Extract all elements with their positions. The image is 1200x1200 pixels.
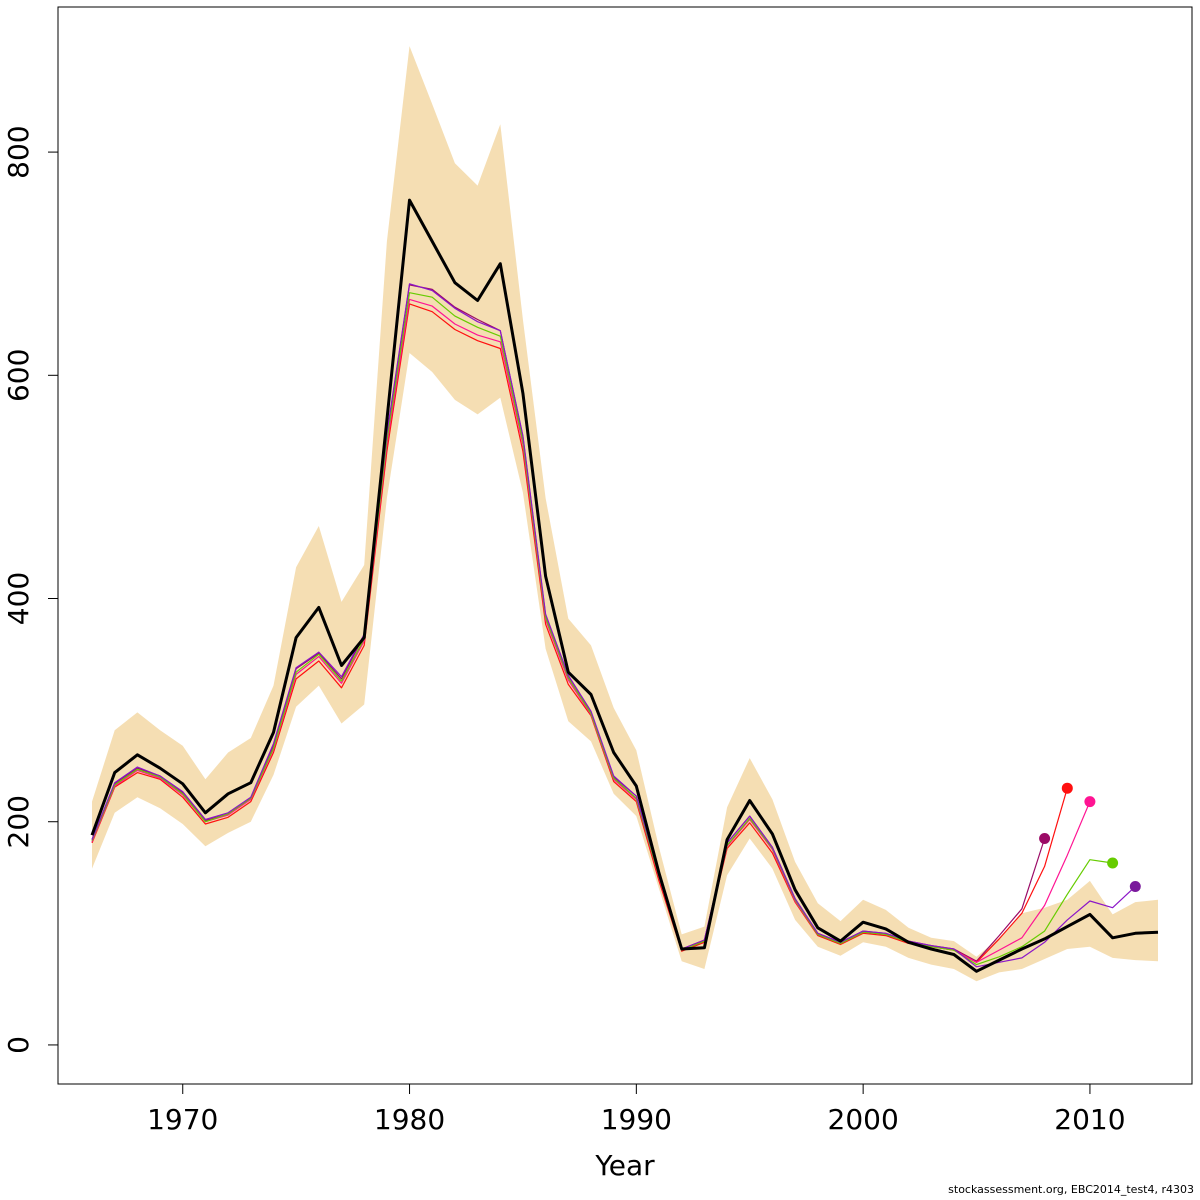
endpoint-marker-2009 — [1061, 782, 1073, 794]
confidence-band-layer — [92, 46, 1158, 982]
axis-layer: 1970 1980 1990 2000 2010 0 200 400 600 800 — [2, 125, 1126, 1136]
endpoint-marker-2012 — [1129, 881, 1141, 892]
series-line-retrospective-0-2012 — [91, 283, 1136, 968]
plot-frame — [57, 6, 1193, 1085]
series-line-base-run — [90, 198, 1159, 973]
endpoint-marker-2008 — [1039, 833, 1051, 844]
y-tick-label-600: 600 — [2, 349, 35, 402]
x-axis-title: Year — [594, 1149, 655, 1182]
y-tick-label-0: 0 — [2, 1036, 35, 1054]
x-tick-label-1990: 1990 — [601, 1103, 672, 1136]
series-line-retrospective-1-2011 — [91, 292, 1113, 966]
x-tick-label-2010: 2010 — [1054, 1103, 1125, 1136]
x-tick-label-2000: 2000 — [828, 1103, 899, 1136]
series-line-retrospective-2-2010 — [91, 298, 1091, 963]
endpoint-marker-2011 — [1107, 857, 1119, 869]
y-tick-label-800: 800 — [2, 125, 35, 178]
y-tick-label-200: 200 — [2, 795, 35, 848]
footer-note: stockassessment.org, EBC2014_test4, r430… — [948, 1183, 1194, 1196]
series-layer — [90, 198, 1159, 973]
confidence-band — [92, 46, 1158, 982]
series-line-retrospective-3-2009 — [91, 303, 1068, 963]
x-tick-label-1970: 1970 — [147, 1103, 218, 1136]
endpoint-layer — [1039, 782, 1141, 892]
x-tick-label-1980: 1980 — [374, 1103, 445, 1136]
endpoint-marker-2010 — [1084, 796, 1096, 808]
y-tick-label-400: 400 — [2, 572, 35, 625]
